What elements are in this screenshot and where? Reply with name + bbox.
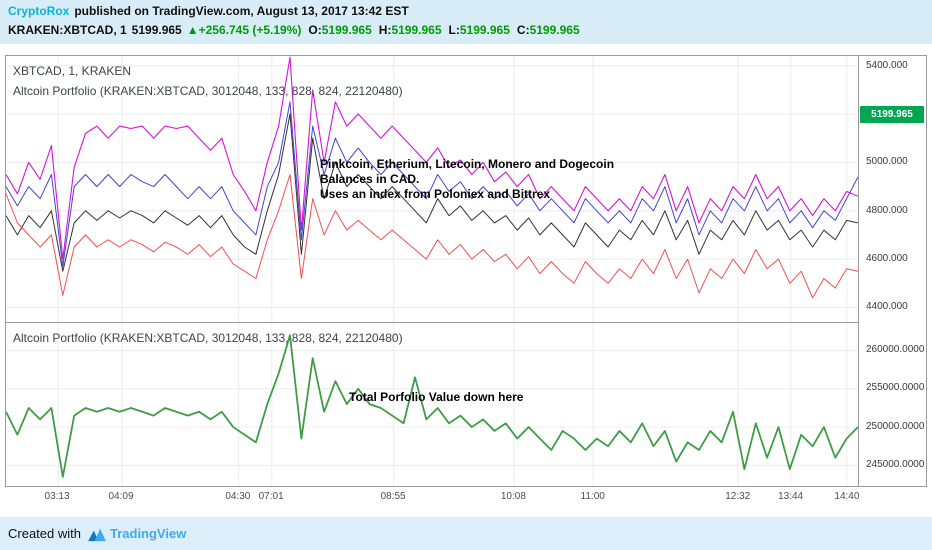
- time-axis-label: 12:32: [725, 491, 751, 502]
- portfolio-annotation: Total Porfolio Value down here: [349, 390, 524, 404]
- symbol-info-line: KRAKEN:XBTCAD, 1 5199.965 ▲+256.745 (+5.19…: [8, 23, 580, 37]
- panel-svg-0[interactable]: [6, 56, 858, 322]
- author-link[interactable]: CryptoRox: [8, 4, 70, 18]
- time-axis-label: 14:40: [834, 491, 860, 502]
- low-label: L:: [448, 23, 460, 37]
- publish-header-bar: CryptoRox published on TradingView.com, A…: [0, 0, 932, 44]
- time-axis-label: 08:55: [380, 491, 406, 502]
- price-scale[interactable]: 5199.965 5400.000 5000.000 4800.000 4600.00…: [858, 56, 926, 486]
- last-price-tag: 5199.965: [860, 105, 924, 123]
- time-axis-label: 11:00: [580, 491, 605, 502]
- price-axis-label: 255000.0000: [866, 382, 925, 394]
- price-axis-label: 4400.000: [866, 301, 908, 313]
- time-axis-label: 04:09: [108, 491, 134, 502]
- close-value: 5199.965: [529, 23, 580, 37]
- price-axis-label: 250000.0000: [866, 420, 925, 432]
- time-axis-label: 13:44: [778, 491, 804, 502]
- annotation-line-2: Balances in CAD.: [320, 172, 420, 186]
- chart-frame: 5199.965 5400.000 5000.000 4800.000 4600.00…: [5, 55, 927, 487]
- price-axis-label: 5000.000: [866, 156, 908, 168]
- last-price-value: 5199.965: [131, 23, 182, 37]
- low-value: 5199.965: [459, 23, 510, 37]
- price-panel[interactable]: [6, 56, 858, 322]
- high-label: H:: [378, 23, 392, 37]
- time-axis-label: 04:30: [225, 491, 251, 502]
- time-axis-label: 03:13: [44, 491, 70, 502]
- price-axis-label: 4600.000: [866, 253, 908, 265]
- publish-info-line: CryptoRox published on TradingView.com, A…: [8, 4, 409, 18]
- tradingview-link[interactable]: TradingView: [109, 526, 187, 541]
- annotation-line-3: Uses an index from Poloniex and Bittrex: [320, 187, 551, 201]
- main-panel-title: XBTCAD, 1, KRAKEN: [13, 64, 132, 78]
- axis-labels-1: 260000.0000 255000.0000 250000.0000 245000.…: [859, 322, 926, 486]
- price-axis-label: 245000.0000: [866, 459, 925, 471]
- study-title-top: Altcoin Portfolio (KRAKEN:XBTCAD, 301204…: [13, 84, 403, 98]
- study-title-bottom: Altcoin Portfolio (KRAKEN:XBTCAD, 301204…: [13, 331, 403, 345]
- change-arrow-icon: ▲: [186, 23, 199, 37]
- open-value: 5199.965: [321, 23, 372, 37]
- price-axis-label: 5400.000: [866, 59, 908, 71]
- price-axis-label: 260000.0000: [866, 343, 925, 355]
- panel-svg-1[interactable]: [6, 323, 858, 486]
- time-axis[interactable]: 03:13 04:09 04:30 07:01 08:55 10:08 11:00 12:32…: [5, 487, 860, 509]
- high-value: 5199.965: [391, 23, 442, 37]
- created-with-text: Created with: [8, 526, 81, 541]
- price-panel-annotation: Pinkcoin, Etherium, Litecoin, Monero and…: [320, 157, 614, 202]
- time-axis-label: 10:08: [500, 491, 526, 502]
- footer-bar: Created with TradingView: [0, 517, 932, 550]
- portfolio-panel[interactable]: [6, 322, 858, 486]
- open-label: O:: [308, 23, 322, 37]
- price-axis-label: 4800.000: [866, 204, 908, 216]
- symbol-name: KRAKEN:XBTCAD, 1: [8, 23, 127, 37]
- time-axis-label: 07:01: [258, 491, 284, 502]
- tradingview-logo-icon: [88, 528, 106, 541]
- axis-labels-0: 5199.965 5400.000 5000.000 4800.000 4600.00…: [859, 56, 926, 322]
- price-change: +256.745 (+5.19%): [198, 23, 302, 37]
- published-text: published on TradingView.com, August 13,…: [74, 4, 409, 18]
- annotation-line-1: Pinkcoin, Etherium, Litecoin, Monero and…: [320, 157, 615, 171]
- close-label: C:: [516, 23, 530, 37]
